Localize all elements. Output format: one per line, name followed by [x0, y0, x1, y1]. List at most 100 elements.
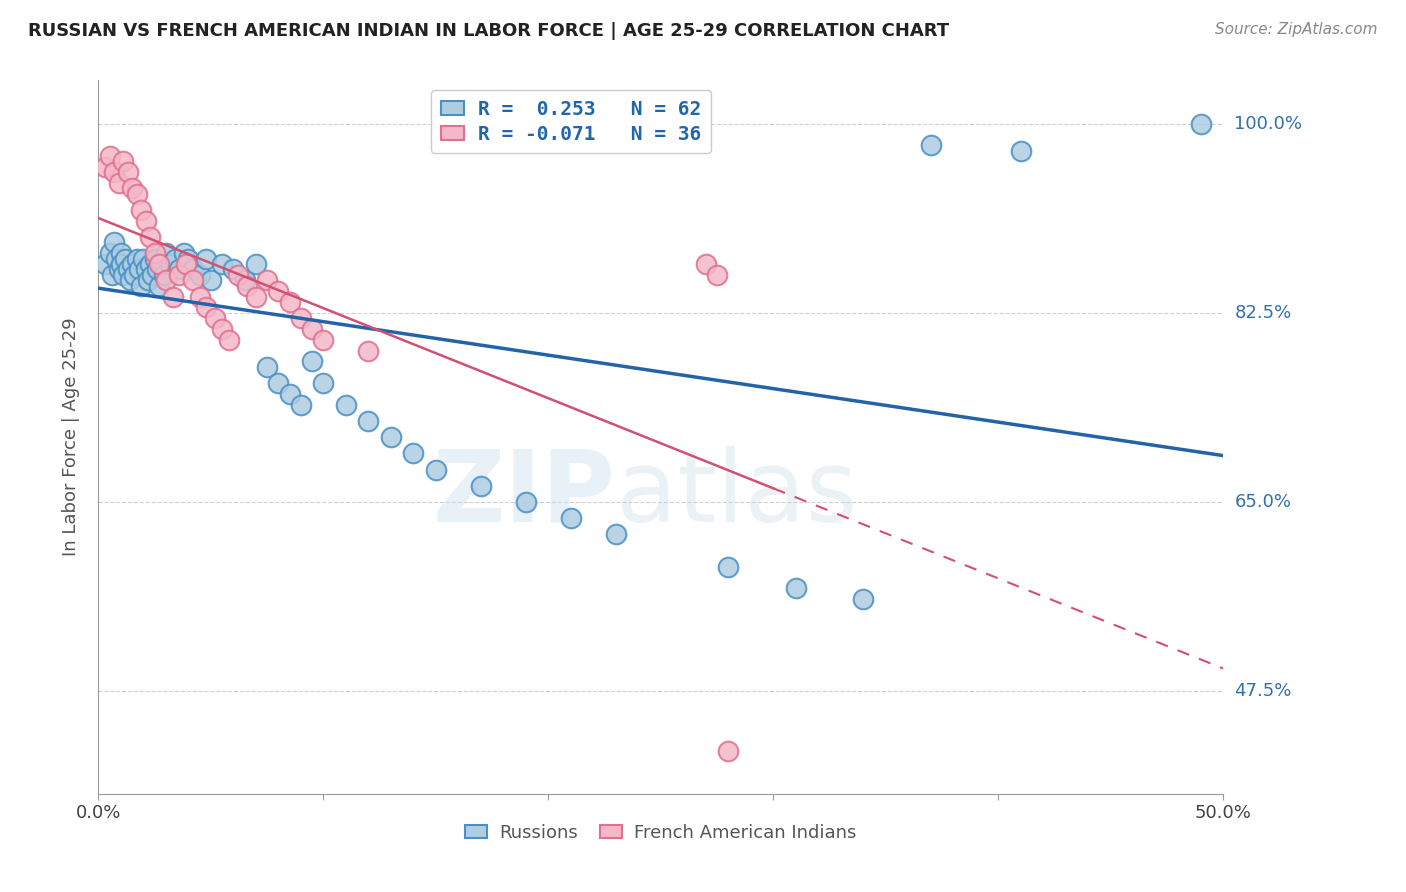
Point	[256, 359, 278, 374]
Point	[560, 511, 582, 525]
Point	[1189, 116, 1212, 130]
Point	[245, 289, 267, 303]
Point	[152, 268, 174, 282]
Point	[380, 430, 402, 444]
Point	[301, 322, 323, 336]
Point	[695, 257, 717, 271]
Point	[112, 268, 135, 282]
Point	[110, 246, 132, 260]
Point	[357, 343, 380, 358]
Point	[143, 246, 166, 260]
Point	[267, 376, 290, 390]
Point	[1010, 144, 1032, 158]
Point	[135, 262, 157, 277]
Point	[605, 527, 627, 541]
Point	[515, 495, 537, 509]
Text: ZIP: ZIP	[433, 446, 616, 542]
Point	[290, 398, 312, 412]
Point	[256, 273, 278, 287]
Point	[139, 257, 162, 271]
Point	[124, 268, 146, 282]
Point	[146, 262, 169, 277]
Point	[94, 160, 117, 174]
Point	[920, 138, 942, 153]
Point	[135, 214, 157, 228]
Text: 82.5%: 82.5%	[1234, 304, 1292, 322]
Text: atlas: atlas	[616, 446, 858, 542]
Point	[159, 257, 181, 271]
Point	[169, 268, 191, 282]
Point	[204, 311, 226, 326]
Point	[118, 273, 141, 287]
Point	[98, 149, 121, 163]
Point	[148, 257, 170, 271]
Point	[425, 462, 447, 476]
Point	[717, 744, 740, 758]
Y-axis label: In Labor Force | Age 25-29: In Labor Force | Age 25-29	[62, 318, 80, 557]
Point	[139, 230, 162, 244]
Point	[335, 398, 357, 412]
Legend: Russions, French American Indians: Russions, French American Indians	[458, 817, 863, 849]
Point	[129, 202, 152, 217]
Point	[143, 252, 166, 266]
Point	[195, 252, 218, 266]
Point	[188, 268, 211, 282]
Point	[290, 311, 312, 326]
Point	[117, 165, 139, 179]
Point	[101, 268, 124, 282]
Point	[218, 333, 240, 347]
Point	[717, 559, 740, 574]
Point	[103, 165, 125, 179]
Point	[357, 414, 380, 428]
Point	[174, 257, 197, 271]
Point	[136, 273, 159, 287]
Point	[706, 268, 728, 282]
Point	[267, 284, 290, 298]
Point	[121, 181, 143, 195]
Point	[312, 376, 335, 390]
Point	[110, 257, 132, 271]
Point	[169, 262, 191, 277]
Point	[121, 257, 143, 271]
Point	[163, 252, 186, 266]
Point	[150, 257, 173, 271]
Point	[245, 257, 267, 271]
Point	[278, 387, 301, 401]
Point	[94, 257, 117, 271]
Point	[181, 262, 204, 277]
Point	[125, 186, 148, 201]
Point	[107, 262, 129, 277]
Text: 100.0%: 100.0%	[1234, 114, 1302, 133]
Point	[155, 246, 177, 260]
Point	[312, 333, 335, 347]
Point	[177, 252, 200, 266]
Point	[236, 278, 259, 293]
Point	[402, 446, 425, 460]
Point	[173, 246, 195, 260]
Point	[222, 262, 245, 277]
Point	[188, 289, 211, 303]
Point	[155, 273, 177, 287]
Point	[114, 252, 136, 266]
Point	[98, 246, 121, 260]
Point	[301, 354, 323, 368]
Point	[112, 154, 135, 169]
Point	[200, 273, 222, 287]
Point	[470, 479, 492, 493]
Point	[162, 289, 184, 303]
Point	[125, 252, 148, 266]
Point	[233, 273, 256, 287]
Point	[785, 582, 807, 596]
Text: Source: ZipAtlas.com: Source: ZipAtlas.com	[1215, 22, 1378, 37]
Point	[278, 294, 301, 309]
Point	[103, 235, 125, 250]
Point	[128, 262, 150, 277]
Point	[211, 322, 233, 336]
Point	[117, 262, 139, 277]
Point	[107, 176, 129, 190]
Point	[105, 252, 128, 266]
Text: 65.0%: 65.0%	[1234, 493, 1291, 511]
Point	[148, 278, 170, 293]
Text: RUSSIAN VS FRENCH AMERICAN INDIAN IN LABOR FORCE | AGE 25-29 CORRELATION CHART: RUSSIAN VS FRENCH AMERICAN INDIAN IN LAB…	[28, 22, 949, 40]
Point	[211, 257, 233, 271]
